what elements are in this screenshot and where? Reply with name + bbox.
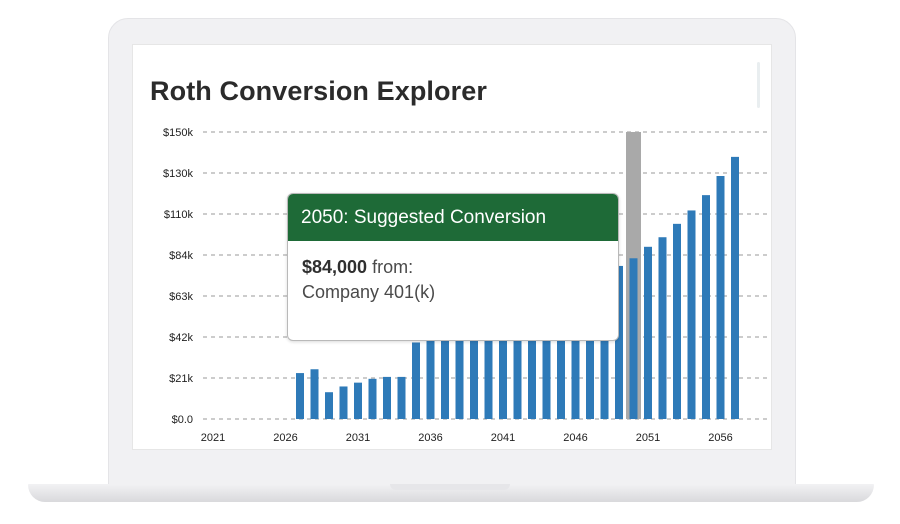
bar <box>600 338 609 419</box>
tooltip-source: Company 401(k) <box>302 282 436 302</box>
x-tick-label: 2036 <box>418 432 442 444</box>
bar <box>426 338 435 419</box>
scrollbar[interactable] <box>757 62 760 108</box>
bar-highlighted <box>629 258 638 419</box>
bar <box>368 378 377 419</box>
bar <box>339 386 348 419</box>
bar <box>615 265 623 419</box>
bar <box>658 237 667 419</box>
x-tick-label: 2051 <box>636 432 660 444</box>
bar <box>470 338 478 419</box>
bar <box>513 338 522 419</box>
bar <box>296 373 304 419</box>
y-tick-label: $130k <box>163 168 193 180</box>
bar <box>383 376 391 419</box>
y-tick-label: $0.0 <box>172 414 193 426</box>
y-tick-label: $42k <box>169 332 193 344</box>
bar <box>441 338 449 419</box>
y-tick-label: $150k <box>163 127 193 139</box>
bar <box>397 376 406 419</box>
bar <box>571 338 580 419</box>
x-tick-label: 2021 <box>201 432 225 444</box>
chart-tooltip: 2050: Suggested Conversion $84,000 from:… <box>287 193 619 341</box>
tooltip-from: from: <box>372 257 414 277</box>
y-tick-label: $21k <box>169 373 193 385</box>
bar <box>702 195 710 419</box>
bar <box>528 338 536 419</box>
laptop-base <box>28 484 874 502</box>
chart-title: Roth Conversion Explorer <box>150 76 487 106</box>
bar <box>455 338 464 419</box>
x-tick-label: 2056 <box>708 432 732 444</box>
bar <box>731 156 739 419</box>
bar <box>644 246 652 419</box>
y-tick-label: $84k <box>169 250 193 262</box>
x-tick-label: 2046 <box>563 432 587 444</box>
tooltip-amount: $84,000 <box>302 257 368 277</box>
y-tick-label: $110k <box>164 209 194 221</box>
bar <box>354 382 362 419</box>
x-tick-label: 2031 <box>346 432 370 444</box>
bar <box>687 210 696 419</box>
bar <box>499 338 507 419</box>
bar <box>484 338 493 419</box>
bar <box>310 369 319 419</box>
bar <box>557 338 565 419</box>
bar <box>542 338 551 419</box>
laptop-notch <box>390 484 510 490</box>
tooltip-body: $84,000 from: Company 401(k) <box>288 241 618 305</box>
x-tick-label: 2026 <box>273 432 297 444</box>
bar <box>673 223 681 419</box>
bar <box>325 392 333 419</box>
tooltip-header: 2050: Suggested Conversion <box>288 194 618 241</box>
bar <box>412 342 420 419</box>
bar <box>716 176 725 419</box>
bar <box>586 338 594 419</box>
x-tick-label: 2041 <box>491 432 515 444</box>
y-tick-label: $63k <box>169 291 193 303</box>
